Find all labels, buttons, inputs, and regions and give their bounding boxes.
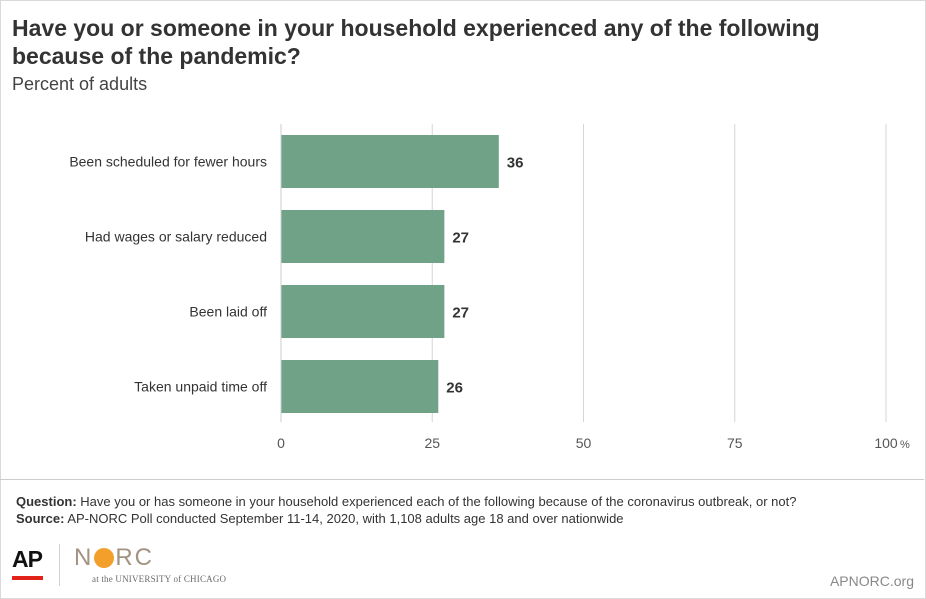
- x-axis-unit: %: [900, 439, 910, 451]
- ap-logo-text: AP: [12, 546, 43, 572]
- norc-tagline: at the UNIVERSITY of CHICAGO: [92, 574, 227, 584]
- bar-chart: Been scheduled for fewer hours 36 Had wage…: [69, 124, 910, 451]
- category-label: Had wages or salary reduced: [85, 229, 267, 245]
- data-label: 27: [452, 305, 469, 322]
- norc-letter-n: N: [74, 544, 94, 571]
- source-text: AP-NORC Poll conducted September 11-14, …: [67, 511, 624, 526]
- ap-logo: AP: [12, 548, 44, 580]
- source-label: Source:: [16, 511, 65, 526]
- question-note: Question: Have you or has someone in you…: [16, 493, 796, 510]
- site-url: APNORC.org: [829, 573, 914, 589]
- x-tick-label: 0: [277, 435, 285, 451]
- bar: [281, 210, 445, 263]
- x-tick-label: 25: [424, 435, 440, 451]
- bar: [281, 360, 439, 413]
- bar: [281, 285, 445, 338]
- norc-wordmark: N RC: [74, 546, 226, 570]
- question-text: Have you or has someone in your househol…: [80, 494, 797, 509]
- category-label: Been laid off: [189, 304, 267, 320]
- logo-divider: [59, 544, 60, 586]
- data-label: 26: [446, 380, 463, 397]
- ap-logo-bar: [12, 576, 43, 580]
- data-label: 27: [452, 230, 469, 247]
- question-label: Question:: [16, 494, 77, 509]
- bar: [281, 135, 499, 188]
- norc-logo: N RC at the UNIVERSITY of CHICAGO: [74, 546, 227, 585]
- data-label: 36: [507, 155, 524, 172]
- chart-subtitle: Percent of adults: [12, 74, 148, 94]
- norc-sun-icon: [94, 548, 115, 568]
- footer-divider: [0, 479, 924, 480]
- norc-letters-rc: RC: [115, 544, 155, 571]
- source-note: Source: AP-NORC Poll conducted September…: [16, 510, 624, 527]
- category-label: Taken unpaid time off: [134, 379, 267, 395]
- chart-title: Have you or someone in your household ex…: [12, 15, 820, 69]
- x-tick-label: 100: [874, 435, 898, 451]
- category-label: Been scheduled for fewer hours: [69, 154, 267, 170]
- x-tick-label: 75: [727, 435, 743, 451]
- x-tick-label: 50: [576, 435, 592, 451]
